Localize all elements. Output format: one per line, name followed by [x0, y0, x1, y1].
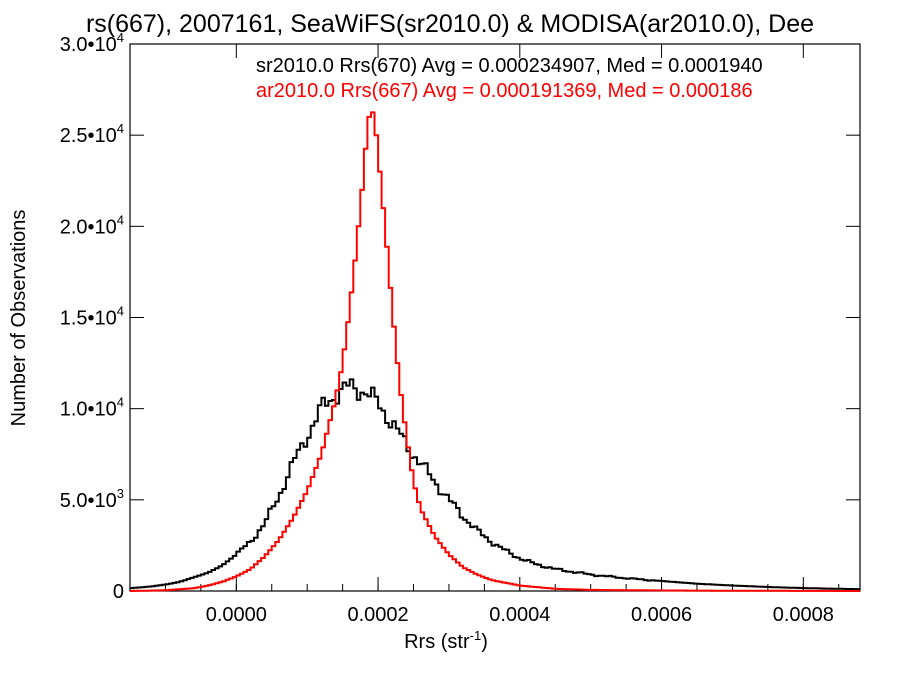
- x-tick-label: 0.0000: [206, 604, 267, 626]
- chart-title: rs(667), 2007161, SeaWiFS(sr2010.0) & MO…: [86, 10, 814, 38]
- legend-entry-ar2010: ar2010.0 Rrs(667) Avg = 0.000191369, Med…: [256, 80, 753, 102]
- x-tick-label: 0.0008: [773, 604, 834, 626]
- x-tick-label: 0.0002: [347, 604, 408, 626]
- y-tick-label: 2.0•104: [60, 212, 124, 238]
- y-tick-label: 5.0•103: [60, 486, 124, 512]
- y-tick-label: 3.0•104: [60, 30, 124, 56]
- x-axis-label-tail: ): [481, 631, 488, 653]
- y-tick-label: 2.5•104: [60, 121, 124, 147]
- y-tick-label: 0: [113, 581, 124, 603]
- y-tick-label: 1.0•104: [60, 395, 124, 421]
- x-axis-label: Rrs (str-1): [404, 628, 488, 653]
- x-tick-label: 0.0004: [489, 604, 550, 626]
- series-line-sr2010: [130, 378, 860, 591]
- y-tick-label: 1.5•104: [60, 304, 124, 330]
- x-tick-label: 0.0006: [631, 604, 692, 626]
- x-axis-label-text: Rrs (str: [404, 631, 470, 653]
- x-axis-label-exponent: -1: [470, 628, 482, 643]
- series-line-ar2010: [130, 111, 860, 592]
- legend-entry-sr2010: sr2010.0 Rrs(670) Avg = 0.000234907, Med…: [256, 55, 763, 77]
- y-axis-label: Number of Observations: [8, 210, 30, 427]
